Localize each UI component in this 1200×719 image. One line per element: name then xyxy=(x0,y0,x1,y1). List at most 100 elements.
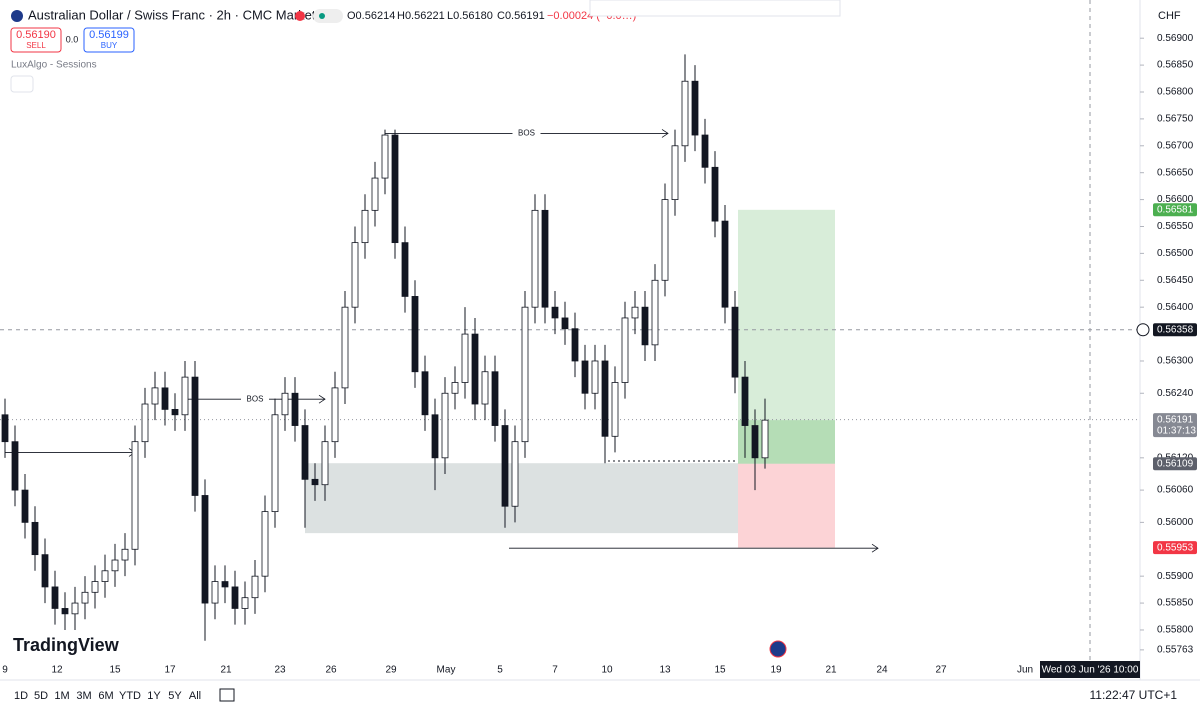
countdown: 01:37:13 xyxy=(1157,425,1196,436)
logo: TradingView xyxy=(13,635,120,655)
candle-body xyxy=(531,209,539,308)
candle-body xyxy=(291,392,299,426)
range-button[interactable]: YTD xyxy=(119,690,141,702)
candle-body xyxy=(261,511,269,577)
candle-body xyxy=(741,376,749,426)
time-label: 23 xyxy=(274,665,286,676)
time-label: 21 xyxy=(825,665,837,676)
candle-body xyxy=(51,586,59,609)
ohlc-open: O0.56214 xyxy=(347,10,395,22)
price-tick-label: 0.56500 xyxy=(1157,248,1194,259)
event-marker[interactable] xyxy=(769,640,787,658)
candle-body xyxy=(71,602,79,615)
price-tick-label: 0.56550 xyxy=(1157,221,1194,232)
candle-body xyxy=(191,376,199,496)
price-tick-label: 0.56900 xyxy=(1157,33,1194,44)
ohlc-high: H0.56221 xyxy=(397,10,445,22)
sell-button[interactable] xyxy=(10,27,62,53)
arrow-head xyxy=(871,543,879,553)
crosshair-time-bg xyxy=(1040,661,1140,678)
candle-body xyxy=(511,441,519,507)
price-tag-label: 0.55953 xyxy=(1157,542,1194,553)
range-button[interactable]: 1M xyxy=(54,690,69,702)
price-tag xyxy=(1153,541,1197,555)
candle-body xyxy=(441,392,449,459)
ohlc-low: L0.56180 xyxy=(447,10,493,22)
time-label: 15 xyxy=(714,665,726,676)
candle-body xyxy=(391,134,399,244)
price-tick-label: 0.56650 xyxy=(1157,167,1194,178)
candle-body xyxy=(481,371,489,405)
range-button[interactable]: 5D xyxy=(34,690,48,702)
overlay: Australian Dollar / Swiss Franc · 2h · C… xyxy=(10,0,1181,658)
sell-price: 0.56190 xyxy=(16,29,56,41)
range-button[interactable]: 1D xyxy=(14,690,28,702)
candle-body xyxy=(1,414,9,443)
price-tick-label: 0.56060 xyxy=(1157,485,1194,496)
bottom-bar: 11:22:47 UTC+1 1D 5D 1M 3M 6M YTD 1Y 5Y All xyxy=(14,688,1177,702)
plot: BOS BOS xyxy=(0,0,1140,680)
candle-body xyxy=(331,387,339,443)
candle-body xyxy=(171,408,179,416)
range-button[interactable]: 6M xyxy=(98,690,113,702)
arrow-head xyxy=(661,129,669,138)
candle-body xyxy=(491,371,499,426)
range-button[interactable]: 1Y xyxy=(147,690,161,702)
collapse-button[interactable] xyxy=(10,75,34,93)
candle-body xyxy=(371,177,379,211)
sell-label: SELL xyxy=(26,41,46,50)
candle-body xyxy=(541,209,549,308)
candle-body xyxy=(61,608,69,615)
time-label: 21 xyxy=(220,665,232,676)
candle-body xyxy=(11,441,19,491)
candle-body xyxy=(201,495,209,604)
range-button[interactable]: 5Y xyxy=(168,690,182,702)
add-alert[interactable] xyxy=(1136,323,1150,337)
range-button[interactable]: All xyxy=(189,690,201,702)
candle-body xyxy=(731,306,739,378)
price-tag-label: 0.56358 xyxy=(1157,324,1194,335)
price-tick-label: 0.55850 xyxy=(1157,598,1194,609)
position-stop[interactable] xyxy=(738,463,835,548)
candle-body xyxy=(151,387,159,405)
candle-body xyxy=(91,581,99,593)
drawing-toolbar[interactable] xyxy=(589,0,841,17)
currency: CHF xyxy=(1158,10,1181,22)
indicator-name: LuxAlgo - Sessions xyxy=(11,60,97,71)
candle-body xyxy=(381,134,389,179)
date-range-icon[interactable] xyxy=(219,688,235,702)
arrow-head xyxy=(318,394,326,404)
time-label: 7 xyxy=(552,665,558,676)
price-tick-label: 0.56750 xyxy=(1157,114,1194,125)
candle-body xyxy=(221,581,229,588)
candle-body xyxy=(241,597,249,609)
candle-body xyxy=(561,317,569,330)
candle-body xyxy=(651,279,659,346)
candle-body xyxy=(101,570,109,582)
candle-body xyxy=(401,242,409,297)
candle-body xyxy=(571,328,579,362)
position-target[interactable] xyxy=(738,209,835,464)
time-label: Jun xyxy=(1017,665,1033,676)
candle-body xyxy=(131,441,139,550)
time-label: 10 xyxy=(601,665,613,676)
candle-body xyxy=(661,199,669,281)
time-label: 26 xyxy=(325,665,337,676)
price-tag-label: 0.56191 xyxy=(1157,414,1194,425)
candle-body xyxy=(41,554,49,588)
range-button[interactable]: 3M xyxy=(76,690,91,702)
price-tick-label: 0.55900 xyxy=(1157,571,1194,582)
price-tick-label: 0.55763 xyxy=(1157,645,1194,656)
status-pill[interactable] xyxy=(313,9,343,23)
candle-body xyxy=(461,333,469,383)
time-label: 9 xyxy=(2,665,8,676)
buy-label: BUY xyxy=(101,41,118,50)
status-dot xyxy=(319,13,325,19)
price-tag-label: 0.56109 xyxy=(1157,458,1194,469)
candle-body xyxy=(341,306,349,389)
buy-button[interactable] xyxy=(83,27,135,53)
candle-body xyxy=(451,382,459,394)
